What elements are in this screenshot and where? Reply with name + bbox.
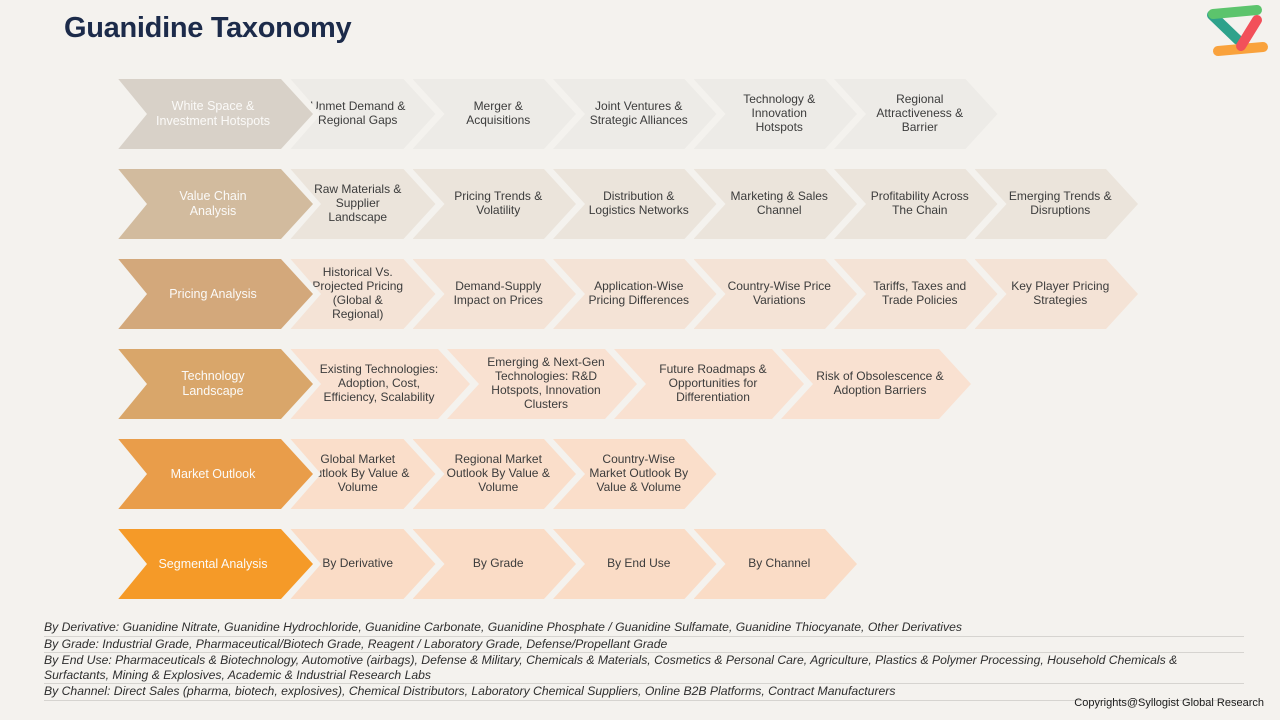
row-lead-arrow: Technology Landscape: [115, 345, 321, 423]
row-lead-label: Value Chain Analysis: [115, 169, 313, 239]
taxonomy-row: Segmental Analysis By Derivative By Grade B…: [115, 525, 1275, 603]
row-item-arrow: Distribution & Logistics Networks: [553, 169, 717, 239]
row-item-arrow: Country-Wise Market Outlook By Value & V…: [553, 439, 717, 509]
row-lead-label: Segmental Analysis: [115, 529, 313, 599]
taxonomy-row: Pricing Analysis Historical Vs. Projected…: [115, 255, 1275, 333]
row-lead-arrow: Segmental Analysis: [115, 525, 321, 603]
row-item-arrow: Profitability Across The Chain: [834, 169, 998, 239]
taxonomy-row: Technology Landscape Existing Technologie…: [115, 345, 1275, 423]
row-item-arrow: Application-Wise Pricing Differences: [553, 259, 717, 329]
row-item-arrow: Tariffs, Taxes and Trade Policies: [834, 259, 998, 329]
footnote-line: By Grade: Industrial Grade, Pharmaceutic…: [44, 637, 1244, 654]
row-item-arrow: Merger & Acquisitions: [413, 79, 577, 149]
copyright-text: Copyrights@Syllogist Global Research: [1074, 697, 1264, 709]
footnote-line: By End Use: Pharmaceuticals & Biotechnol…: [44, 653, 1244, 685]
row-item-arrow: Country-Wise Price Variations: [694, 259, 858, 329]
row-item-arrow: Emerging Trends & Disruptions: [975, 169, 1139, 239]
taxonomy-row: Value Chain Analysis Raw Materials & Supp…: [115, 165, 1275, 243]
row-item-arrow: Regional Market Outlook By Value & Volum…: [413, 439, 577, 509]
row-item-arrow: By Grade: [413, 529, 577, 599]
footnote-line: By Channel: Direct Sales (pharma, biotec…: [44, 684, 1244, 701]
row-item-arrow: Future Roadmaps & Opportunities for Diff…: [614, 349, 804, 419]
row-item-arrow: Regional Attractiveness & Barrier: [834, 79, 998, 149]
syllogist-logo-icon: [1188, 4, 1274, 65]
row-item-arrow: Risk of Obsolescence & Adoption Barriers: [781, 349, 971, 419]
row-lead-label: Technology Landscape: [115, 349, 313, 419]
taxonomy-rows: White Space & Investment Hotspots Unmet D…: [115, 75, 1275, 615]
row-item-arrow: Key Player Pricing Strategies: [975, 259, 1139, 329]
row-lead-arrow: White Space & Investment Hotspots: [115, 75, 321, 153]
row-item-arrow: Pricing Trends & Volatility: [413, 169, 577, 239]
row-lead-arrow: Pricing Analysis: [115, 255, 321, 333]
row-item-arrow: Technology & Innovation Hotspots: [694, 79, 858, 149]
row-item-arrow: Joint Ventures & Strategic Alliances: [553, 79, 717, 149]
taxonomy-row: Market Outlook Global Market Outlook By V…: [115, 435, 1275, 513]
footnotes-block: By Derivative: Guanidine Nitrate, Guanid…: [44, 620, 1244, 701]
row-item-arrow: Demand-Supply Impact on Prices: [413, 259, 577, 329]
row-lead-label: Pricing Analysis: [115, 259, 313, 329]
footnote-line: By Derivative: Guanidine Nitrate, Guanid…: [44, 620, 1244, 637]
row-item-arrow: By End Use: [553, 529, 717, 599]
taxonomy-row: White Space & Investment Hotspots Unmet D…: [115, 75, 1275, 153]
row-lead-label: Market Outlook: [115, 439, 313, 509]
row-lead-label: White Space & Investment Hotspots: [115, 79, 313, 149]
row-item-arrow: Marketing & Sales Channel: [694, 169, 858, 239]
row-lead-arrow: Value Chain Analysis: [115, 165, 321, 243]
row-lead-arrow: Market Outlook: [115, 435, 321, 513]
page-title: Guanidine Taxonomy: [64, 12, 352, 44]
row-item-arrow: Emerging & Next-Gen Technologies: R&D Ho…: [447, 349, 637, 419]
row-item-arrow: By Channel: [694, 529, 858, 599]
